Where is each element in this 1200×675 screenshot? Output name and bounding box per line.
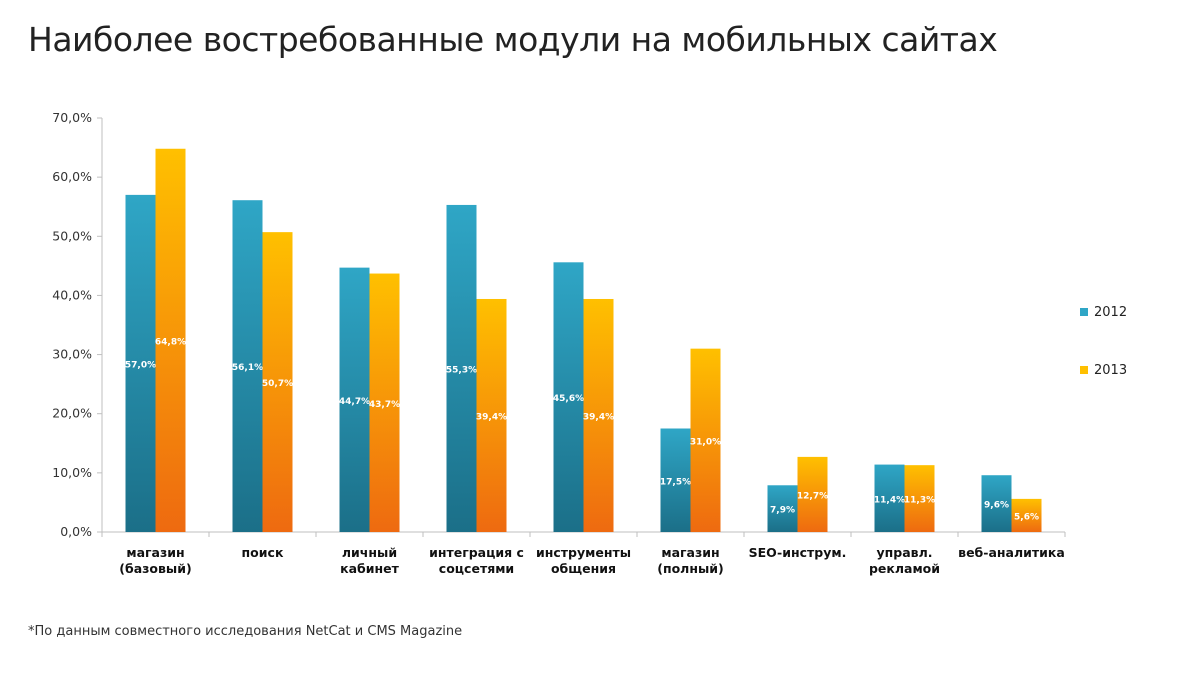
data-label-2013: 64,8% bbox=[155, 337, 186, 347]
category-label-line: управл. bbox=[877, 545, 933, 560]
category-label-line: общения bbox=[551, 561, 616, 576]
category-labels: магазин (базовый)поиск личный кабинетинтегр… bbox=[119, 545, 1065, 576]
category-label-line: кабинет bbox=[340, 561, 400, 576]
bar-2013 bbox=[583, 298, 614, 532]
category-label-line: магазин bbox=[661, 545, 719, 560]
data-label-2013: 43,7% bbox=[369, 400, 400, 410]
category-label: магазин (базовый) bbox=[119, 545, 191, 576]
category-label: магазин (полный) bbox=[657, 545, 724, 576]
legend-label: 2013 bbox=[1094, 363, 1127, 378]
category-label-line: личный bbox=[342, 545, 397, 560]
category-label: управл. рекламой bbox=[869, 545, 940, 576]
y-tick-label: 70,0% bbox=[52, 110, 92, 125]
category-label-line: поиск bbox=[242, 545, 284, 560]
data-label-2012: 44,7% bbox=[339, 397, 370, 407]
legend: 2012 2013 bbox=[1080, 305, 1127, 378]
bar-2013 bbox=[690, 348, 721, 532]
y-tick-label: 60,0% bbox=[52, 169, 92, 184]
category-label: личный кабинет bbox=[340, 545, 400, 576]
data-label-2013: 5,6% bbox=[1014, 512, 1039, 522]
data-label-2012: 9,6% bbox=[984, 501, 1009, 511]
category-label: SEO-инструм. bbox=[749, 545, 847, 560]
category-label-line: (базовый) bbox=[119, 561, 191, 576]
data-label-2013: 12,7% bbox=[797, 491, 828, 501]
bar-2012 bbox=[553, 262, 584, 532]
legend-swatch bbox=[1080, 366, 1088, 374]
data-label-2012: 57,0% bbox=[125, 360, 156, 370]
category-label-line: SEO-инструм. bbox=[749, 545, 847, 560]
data-label-2012: 17,5% bbox=[660, 477, 691, 487]
data-label-2013: 50,7% bbox=[262, 379, 293, 389]
category-label: веб-аналитика bbox=[958, 545, 1065, 560]
y-tick-label: 30,0% bbox=[52, 347, 92, 362]
data-label-2012: 56,1% bbox=[232, 363, 263, 373]
bar-2013 bbox=[476, 298, 507, 532]
y-tick-label: 0,0% bbox=[60, 524, 92, 539]
bar-2012 bbox=[232, 200, 263, 533]
bar-2013 bbox=[369, 273, 400, 532]
data-label-2012: 7,9% bbox=[770, 506, 795, 516]
category-label-line: магазин bbox=[126, 545, 184, 560]
category-label: инструменты общения bbox=[536, 545, 631, 576]
bar-2012 bbox=[767, 485, 798, 532]
y-tick-label: 20,0% bbox=[52, 406, 92, 421]
bar-2013 bbox=[1011, 498, 1042, 532]
legend-item-2012: 2012 bbox=[1080, 305, 1127, 320]
data-label-2013: 39,4% bbox=[476, 412, 507, 422]
bars: 57,0% 64,8% 56,1% 50,7% 44,7%43,7% 55,3% 39,4%… bbox=[125, 148, 1042, 533]
category-label: поиск bbox=[242, 545, 284, 560]
bar-2012 bbox=[125, 194, 156, 532]
bar-2013 bbox=[262, 232, 293, 532]
data-label-2013: 31,0% bbox=[690, 437, 721, 447]
category-label-line: веб-аналитика bbox=[958, 545, 1065, 560]
y-tick-label: 40,0% bbox=[52, 287, 92, 302]
y-tick-label: 10,0% bbox=[52, 465, 92, 480]
y-tick-label: 50,0% bbox=[52, 228, 92, 243]
bar-2012 bbox=[339, 267, 370, 532]
bar-2013 bbox=[155, 148, 186, 533]
category-label: интеграция с соцсетями bbox=[429, 545, 524, 576]
data-label-2012: 11,4% bbox=[874, 495, 905, 505]
data-label-2013: 39,4% bbox=[583, 412, 614, 422]
bar-2012 bbox=[981, 475, 1012, 532]
bar-2012 bbox=[446, 204, 477, 532]
category-label-line: инструменты bbox=[536, 545, 631, 560]
data-label-2012: 45,6% bbox=[553, 394, 584, 404]
category-label-line: (полный) bbox=[657, 561, 724, 576]
bar-2012 bbox=[874, 464, 905, 532]
legend-label: 2012 bbox=[1094, 305, 1127, 320]
bar-2013 bbox=[904, 465, 935, 532]
bar-2012 bbox=[660, 428, 691, 532]
category-label-line: рекламой bbox=[869, 561, 940, 576]
category-label-line: соцсетями bbox=[439, 561, 514, 576]
legend-item-2013: 2013 bbox=[1080, 363, 1127, 378]
data-label-2012: 55,3% bbox=[446, 365, 477, 375]
chart-title: Наиболее востребованные модули на мобиль… bbox=[28, 20, 998, 59]
bar-2013 bbox=[797, 456, 828, 532]
data-label-2013: 11,3% bbox=[904, 496, 935, 506]
legend-swatch bbox=[1080, 308, 1088, 316]
source-footnote: *По данным совместного исследования NetC… bbox=[28, 624, 463, 639]
category-label-line: интеграция с bbox=[429, 545, 524, 560]
